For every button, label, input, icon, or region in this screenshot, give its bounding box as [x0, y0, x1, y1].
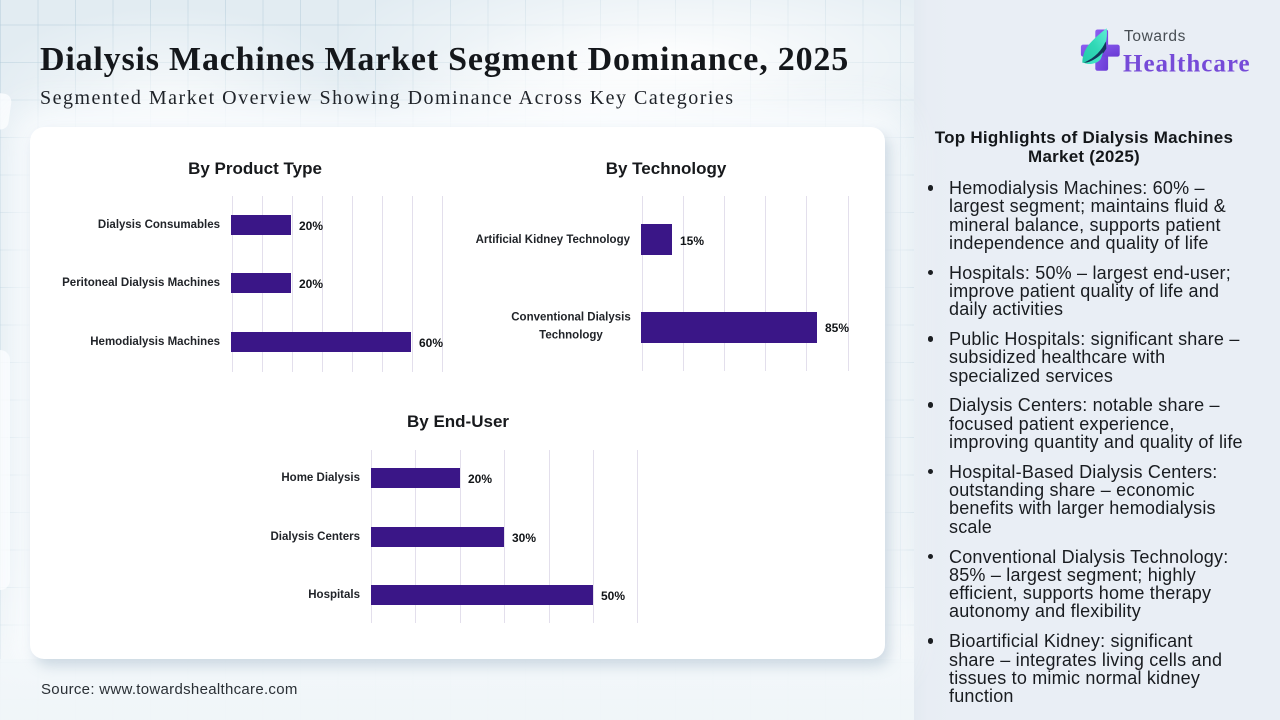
- svg-text:Healthcare: Healthcare: [1123, 51, 1251, 77]
- svg-text:Towards: Towards: [1124, 28, 1186, 45]
